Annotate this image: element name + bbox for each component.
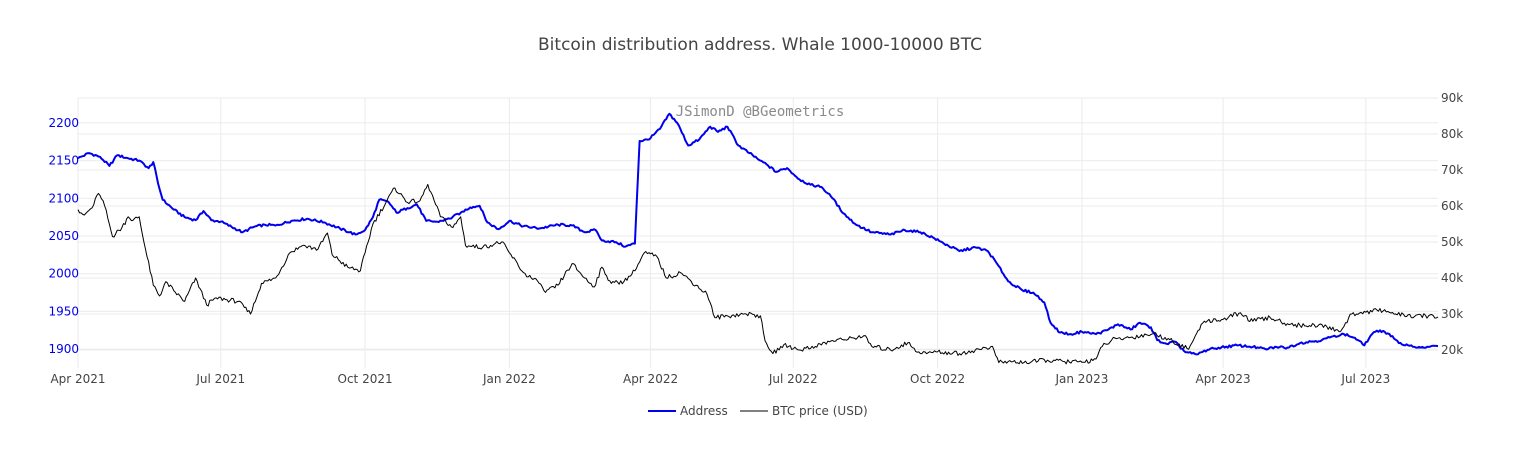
y-right-tick-label: 40k (1441, 271, 1463, 285)
y-left-tick-label: 2200 (48, 116, 79, 130)
x-tick-label: Jul 2023 (1340, 372, 1390, 386)
y-right-tick-label: 70k (1441, 163, 1463, 177)
y-left-axis-ticks: 1900 1950 2000 2050 2100 2150 2200 (48, 116, 79, 356)
x-tick-label: Jul 2021 (195, 372, 245, 386)
legend-item-btc-price[interactable]: BTC price (USD) (740, 404, 868, 418)
y-right-tick-label: 90k (1441, 91, 1463, 105)
btc-price-series-line (77, 183, 1439, 365)
chart-title: Bitcoin distribution address. Whale 1000… (538, 35, 982, 55)
x-tick-label: Jan 2023 (1054, 372, 1108, 386)
x-axis-ticks: Apr 2021 Jul 2021 Oct 2021 Jan 2022 Apr 2022… (50, 372, 1390, 386)
x-tick-label: Jul 2022 (768, 372, 818, 386)
y-left-tick-label: 2050 (48, 229, 79, 243)
y-left-tick-label: 2000 (48, 267, 79, 281)
y-left-tick-label: 1900 (48, 342, 79, 356)
y-right-tick-label: 20k (1441, 343, 1463, 357)
legend-label: Address (680, 404, 728, 418)
y-left-tick-label: 2100 (48, 191, 79, 205)
y-right-axis-ticks: 20k 30k 40k 50k 60k 70k 80k 90k (1441, 91, 1463, 357)
y-left-tick-label: 2150 (48, 154, 79, 168)
y-right-tick-label: 50k (1441, 235, 1463, 249)
x-tick-label: Oct 2022 (910, 372, 965, 386)
y-left-tick-label: 1950 (48, 304, 79, 318)
x-tick-label: Apr 2021 (50, 372, 105, 386)
legend-label: BTC price (USD) (772, 404, 868, 418)
legend-item-address[interactable]: Address (648, 404, 728, 418)
y-right-tick-label: 60k (1441, 199, 1463, 213)
watermark: JSimonD @BGeometrics (676, 104, 845, 120)
x-tick-label: Oct 2021 (338, 372, 393, 386)
series-lines (77, 112, 1439, 365)
address-series-line (77, 112, 1439, 356)
y-right-tick-label: 30k (1441, 307, 1463, 321)
x-tick-label: Jan 2022 (482, 372, 536, 386)
legend[interactable]: Address BTC price (USD) (648, 404, 868, 418)
y-right-tick-label: 80k (1441, 127, 1463, 141)
x-tick-label: Apr 2023 (1196, 372, 1251, 386)
x-gridlines (77, 98, 1367, 368)
x-tick-label: Apr 2022 (623, 372, 678, 386)
